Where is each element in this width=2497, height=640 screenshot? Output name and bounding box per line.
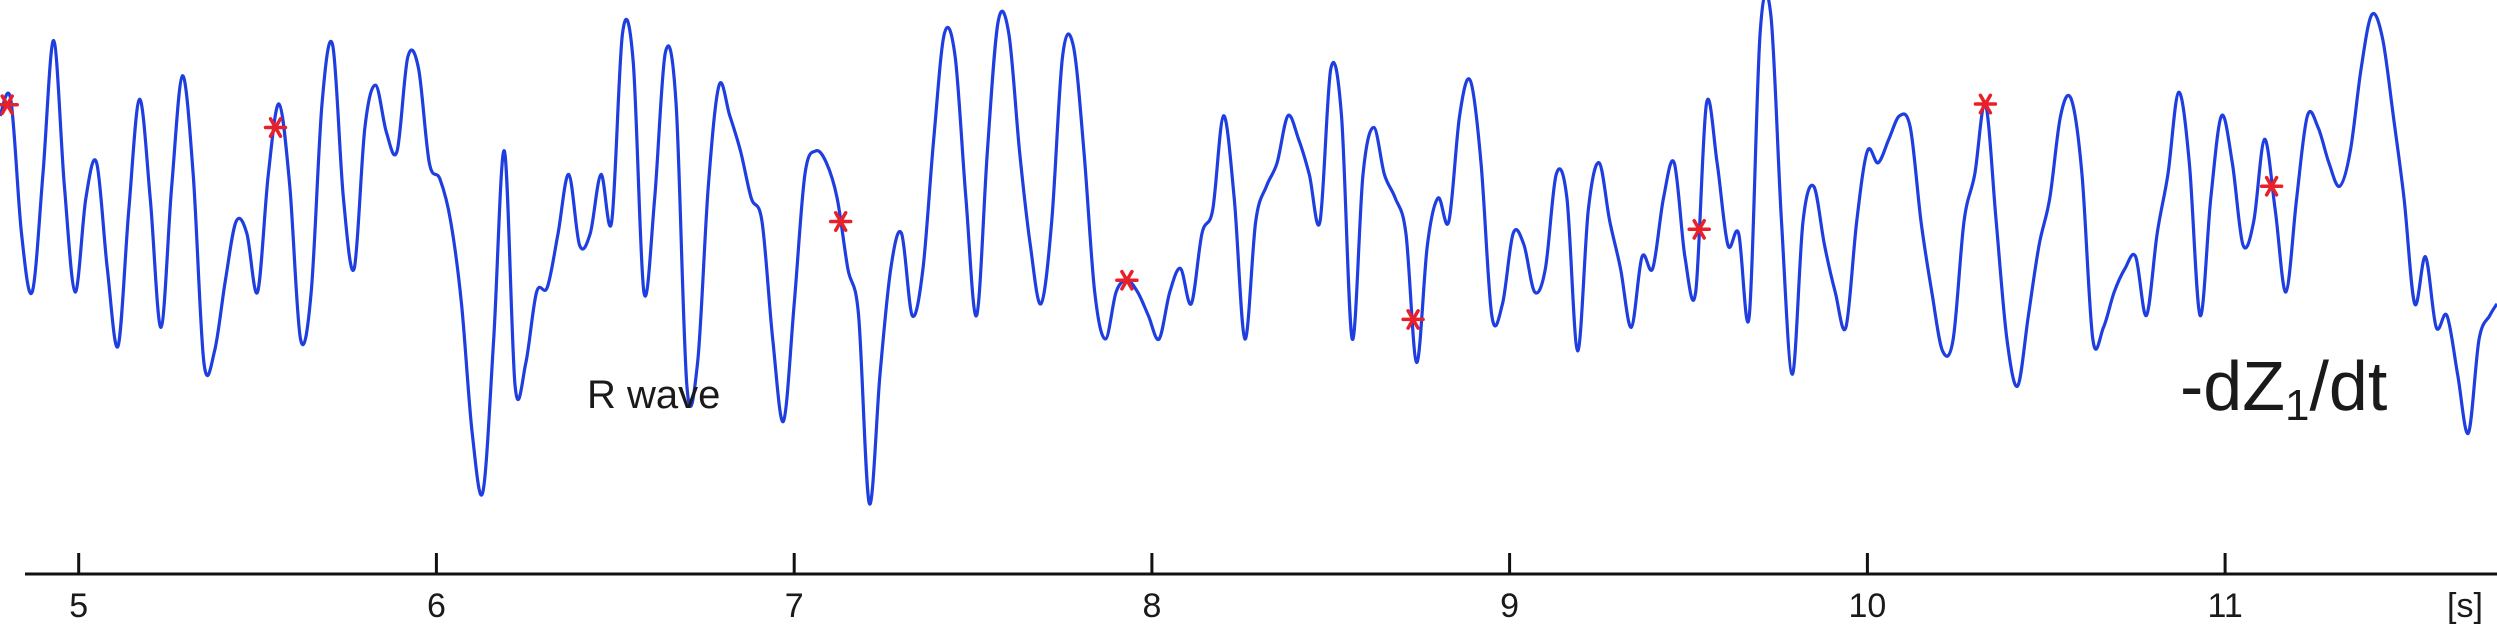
x-axis-unit-label: [s] [2447, 587, 2483, 625]
signal-label-main: -dZ [2180, 347, 2285, 425]
x-axis-ticks: 5 6 7 8 9 10 11 [69, 553, 2243, 625]
x-tick-label: 9 [1500, 587, 1519, 625]
x-tick-label: 10 [1848, 587, 1886, 625]
r-wave-annotation: R wave [587, 373, 720, 417]
x-tick-label: 6 [427, 587, 446, 625]
r-wave-marker [2259, 175, 2284, 197]
signal-label-suffix: /dt [2309, 347, 2387, 425]
signal-label: -dZ1/dt [2180, 347, 2387, 430]
marker-group [0, 93, 2284, 330]
r-wave-marker [1687, 218, 1711, 240]
x-tick-label: 8 [1142, 587, 1161, 625]
x-tick-label: 11 [2207, 587, 2242, 625]
signal-trace [0, 0, 2497, 506]
r-wave-marker [263, 117, 288, 138]
r-wave-marker [0, 94, 19, 116]
r-wave-marker [828, 211, 853, 232]
r-wave-marker [1401, 309, 1425, 330]
r-wave-marker [1973, 93, 1998, 115]
x-tick-label: 7 [785, 587, 804, 625]
x-tick-label: 5 [69, 587, 88, 625]
signal-trace-group [0, 0, 2497, 506]
signal-label-subscript: 1 [2285, 381, 2309, 430]
r-wave-marker [1115, 269, 1139, 291]
